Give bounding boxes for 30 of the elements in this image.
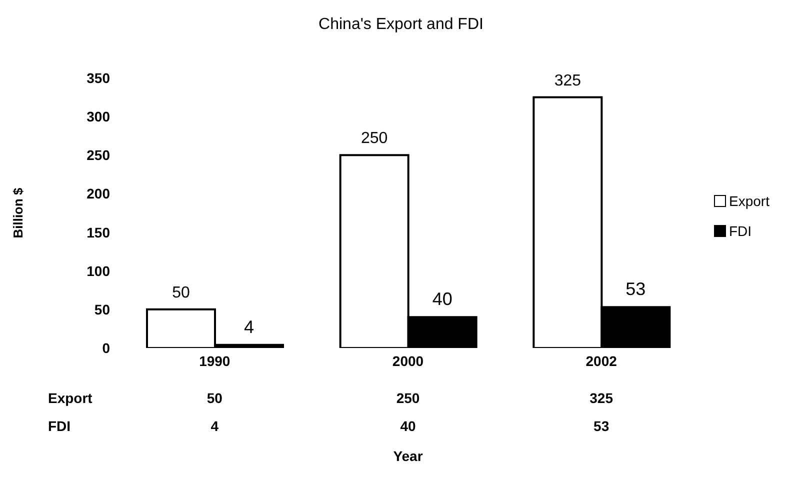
data-label: 40 [399, 418, 417, 434]
y-tick-label: 350 [86, 70, 110, 86]
y-tick-label: 50 [94, 301, 110, 318]
y-axis-title: Billion $ [10, 186, 26, 238]
annotation: 325 [554, 72, 582, 90]
y-tick-label: 200 [86, 186, 110, 202]
y-tick-label: 0 [102, 340, 110, 356]
annotation: 40 [432, 289, 452, 310]
y-tick-label: 300 [86, 108, 110, 125]
data-label: 53 [592, 418, 610, 434]
legend-label: Export [729, 193, 770, 209]
text: Export [48, 390, 92, 406]
legend-label: FDI [729, 223, 752, 239]
data-label: 4 [210, 418, 220, 434]
x-tick-label: 2002 [586, 352, 618, 369]
y-tick-label: 100 [86, 262, 110, 279]
annotation: 50 [172, 284, 190, 302]
y-tick-label: 150 [86, 224, 110, 240]
annotation: 4 [244, 316, 254, 337]
data-label: 250 [395, 390, 421, 406]
annotation: 53 [626, 279, 646, 300]
text: Year [392, 448, 424, 464]
annotation: 250 [360, 130, 388, 148]
x-tick-label: 1990 [199, 352, 230, 369]
data-label: 50 [206, 390, 224, 406]
y-tick-label: 250 [86, 147, 110, 164]
chart-title: China's Export and FDI [318, 15, 484, 35]
data-label: 325 [588, 390, 614, 406]
x-tick-label: 2000 [392, 352, 424, 369]
text: FDI [48, 418, 71, 434]
